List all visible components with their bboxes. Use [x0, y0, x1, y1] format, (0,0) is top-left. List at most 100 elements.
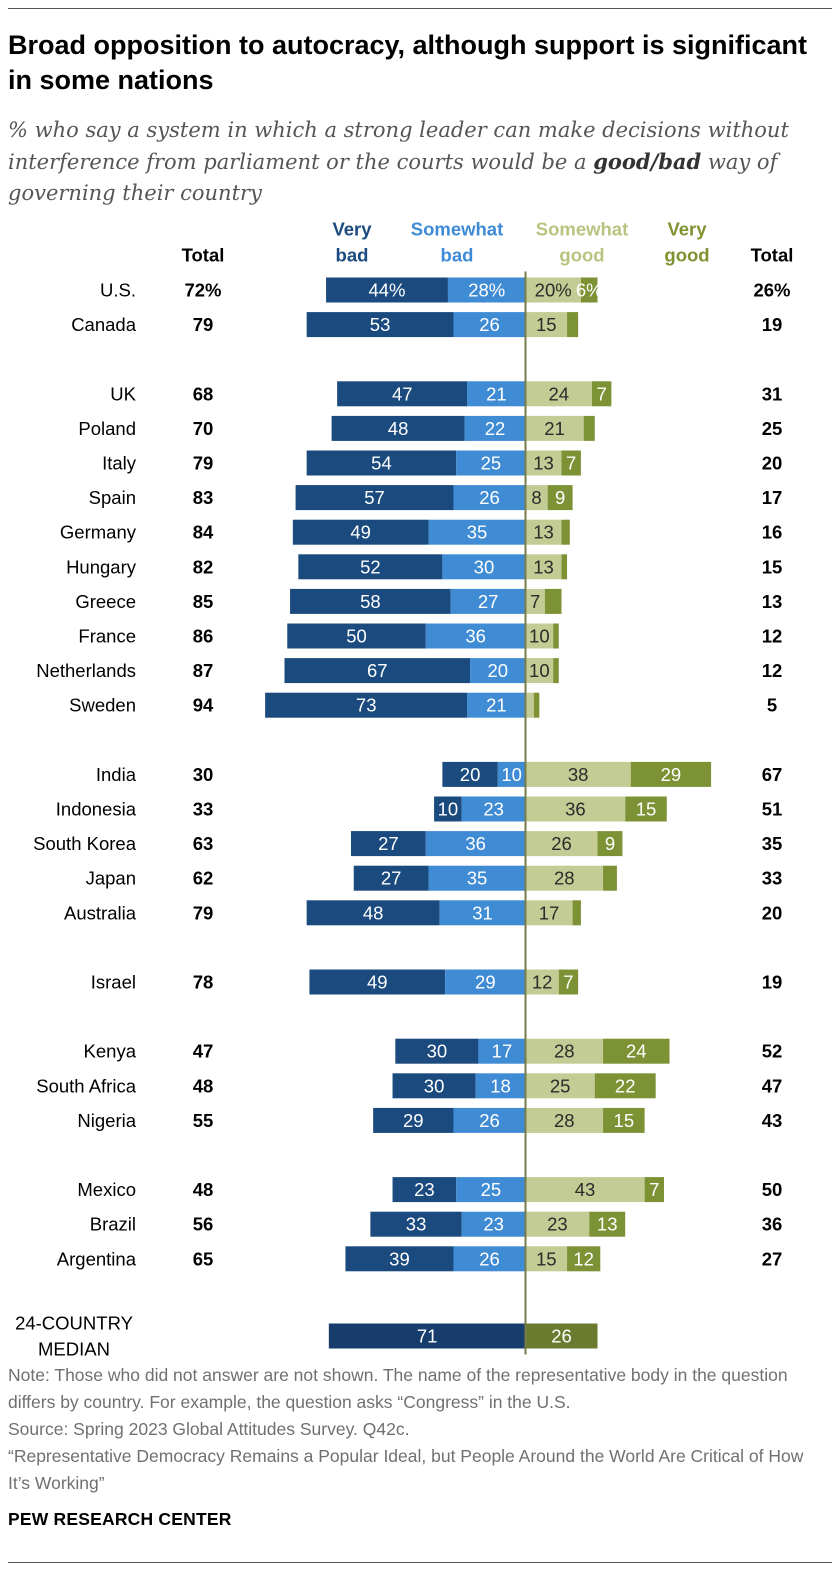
bar-somewhat-good-canada: [525, 312, 568, 338]
bar-very-bad-israel: [309, 969, 446, 995]
bar-very-good-brazil: [589, 1211, 626, 1237]
value-very-bad-france: 50: [346, 626, 367, 647]
value-somewhat-good-india: 38: [568, 764, 589, 785]
total-bad-u-s: 72%: [184, 280, 221, 301]
value-very-bad-japan: 27: [381, 868, 402, 889]
bar-very-good-kenya: [603, 1038, 670, 1064]
value-somewhat-good-netherlands: 10: [529, 660, 550, 681]
total-good-sweden: 5: [767, 695, 777, 716]
bar-very-bad-poland: [331, 415, 465, 441]
value-somewhat-good-hungary: 13: [533, 556, 554, 577]
bar-somewhat-bad-brazil: [461, 1211, 526, 1237]
total-bad-kenya: 47: [193, 1041, 214, 1062]
bar-very-good-south-africa: [594, 1073, 656, 1099]
total-good-canada: 19: [762, 314, 783, 335]
country-label-netherlands: Netherlands: [36, 660, 136, 681]
bar-somewhat-bad-u-s: [447, 277, 526, 303]
value-somewhat-good-italy: 13: [533, 453, 554, 474]
bar-somewhat-good-netherlands: [525, 658, 554, 684]
subtitle-part-1: % who say a system in which a strong lea…: [8, 118, 789, 174]
value-very-good-mexico: 7: [649, 1179, 659, 1200]
bar-very-bad-sweden: [265, 692, 468, 718]
value-somewhat-bad-south-korea: 36: [465, 833, 486, 854]
bar-very-bad-greece: [290, 588, 451, 614]
total-good-argentina: 27: [762, 1248, 783, 1269]
subtitle-emphasis: good/bad: [593, 149, 702, 174]
value-somewhat-bad-indonesia: 23: [483, 799, 504, 820]
country-label-south-korea: South Korea: [33, 833, 137, 854]
bar-very-good-france: [553, 623, 559, 649]
value-median-bad: 71: [417, 1326, 438, 1347]
bar-very-good-italy: [561, 450, 581, 476]
bar-very-bad-brazil: [370, 1211, 462, 1237]
value-very-bad-argentina: 39: [389, 1248, 410, 1269]
header-very-good-line-1: Very: [667, 219, 707, 240]
total-good-israel: 19: [762, 972, 783, 993]
bar-very-good-argentina: [567, 1246, 601, 1272]
value-very-good-nigeria: 15: [614, 1110, 635, 1131]
total-bad-nigeria: 55: [193, 1110, 214, 1131]
total-good-spain: 17: [762, 487, 783, 508]
bar-very-bad-hungary: [298, 554, 443, 580]
bar-very-bad-india: [442, 761, 498, 787]
bar-somewhat-bad-italy: [456, 450, 526, 476]
value-very-bad-brazil: 33: [406, 1214, 427, 1235]
value-somewhat-bad-japan: 35: [467, 868, 488, 889]
median-label-line-2: MEDIAN: [38, 1339, 110, 1359]
total-bad-hungary: 82: [193, 556, 214, 577]
value-very-good-u-s: 6%: [576, 280, 603, 301]
bar-somewhat-bad-indonesia: [461, 796, 526, 822]
total-bad-argentina: 65: [193, 1248, 214, 1269]
bar-somewhat-bad-spain: [453, 485, 526, 511]
value-very-good-israel: 7: [563, 972, 573, 993]
country-label-indonesia: Indonesia: [56, 799, 137, 820]
total-bad-canada: 79: [193, 314, 214, 335]
total-good-france: 12: [762, 626, 783, 647]
bar-somewhat-good-italy: [525, 450, 562, 476]
country-label-italy: Italy: [102, 453, 137, 474]
total-bad-mexico: 48: [193, 1179, 214, 1200]
total-good-india: 67: [762, 764, 783, 785]
value-very-bad-hungary: 52: [360, 556, 381, 577]
bar-somewhat-good-south-korea: [525, 831, 598, 857]
bar-somewhat-bad-france: [425, 623, 526, 649]
value-very-good-india: 29: [661, 764, 682, 785]
bar-very-good-canada: [567, 312, 579, 338]
value-very-bad-israel: 49: [367, 972, 388, 993]
value-somewhat-bad-brazil: 23: [483, 1214, 504, 1235]
value-somewhat-good-germany: 13: [533, 522, 554, 543]
bar-very-bad-australia: [306, 900, 440, 926]
total-good-italy: 20: [762, 453, 783, 474]
country-label-spain: Spain: [89, 487, 136, 508]
total-bad-australia: 79: [193, 902, 214, 923]
bar-somewhat-bad-canada: [453, 312, 526, 338]
value-very-bad-u-s: 44%: [368, 280, 405, 301]
country-label-germany: Germany: [60, 522, 137, 543]
value-very-bad-italy: 54: [371, 453, 392, 474]
total-good-hungary: 15: [762, 556, 783, 577]
value-somewhat-good-indonesia: 36: [565, 799, 586, 820]
country-label-uk: UK: [110, 383, 136, 404]
value-somewhat-good-australia: 17: [539, 902, 560, 923]
total-good-poland: 25: [762, 418, 783, 439]
total-bad-uk: 68: [193, 383, 214, 404]
total-bad-indonesia: 33: [193, 799, 214, 820]
bar-very-good-hungary: [561, 554, 568, 580]
value-very-good-spain: 9: [555, 487, 565, 508]
country-label-israel: Israel: [91, 972, 136, 993]
bar-somewhat-good-japan: [525, 865, 604, 891]
value-very-good-italy: 7: [566, 453, 576, 474]
value-somewhat-bad-italy: 25: [481, 453, 502, 474]
bar-somewhat-bad-kenya: [478, 1038, 526, 1064]
bar-somewhat-good-south-africa: [525, 1073, 595, 1099]
bar-very-bad-south-korea: [350, 831, 426, 857]
value-very-bad-spain: 57: [364, 487, 385, 508]
value-somewhat-good-south-korea: 26: [551, 833, 572, 854]
total-good-south-africa: 47: [762, 1075, 783, 1096]
value-somewhat-good-spain: 8: [531, 487, 541, 508]
diverging-bar-chart: Total Total Very bad Somewhat bad Somewhat good…: [15, 219, 793, 1359]
value-very-bad-australia: 48: [363, 902, 384, 923]
value-somewhat-good-argentina: 15: [536, 1248, 557, 1269]
value-somewhat-bad-india: 10: [501, 764, 522, 785]
header-somewhat-bad-line-2: bad: [441, 245, 474, 266]
